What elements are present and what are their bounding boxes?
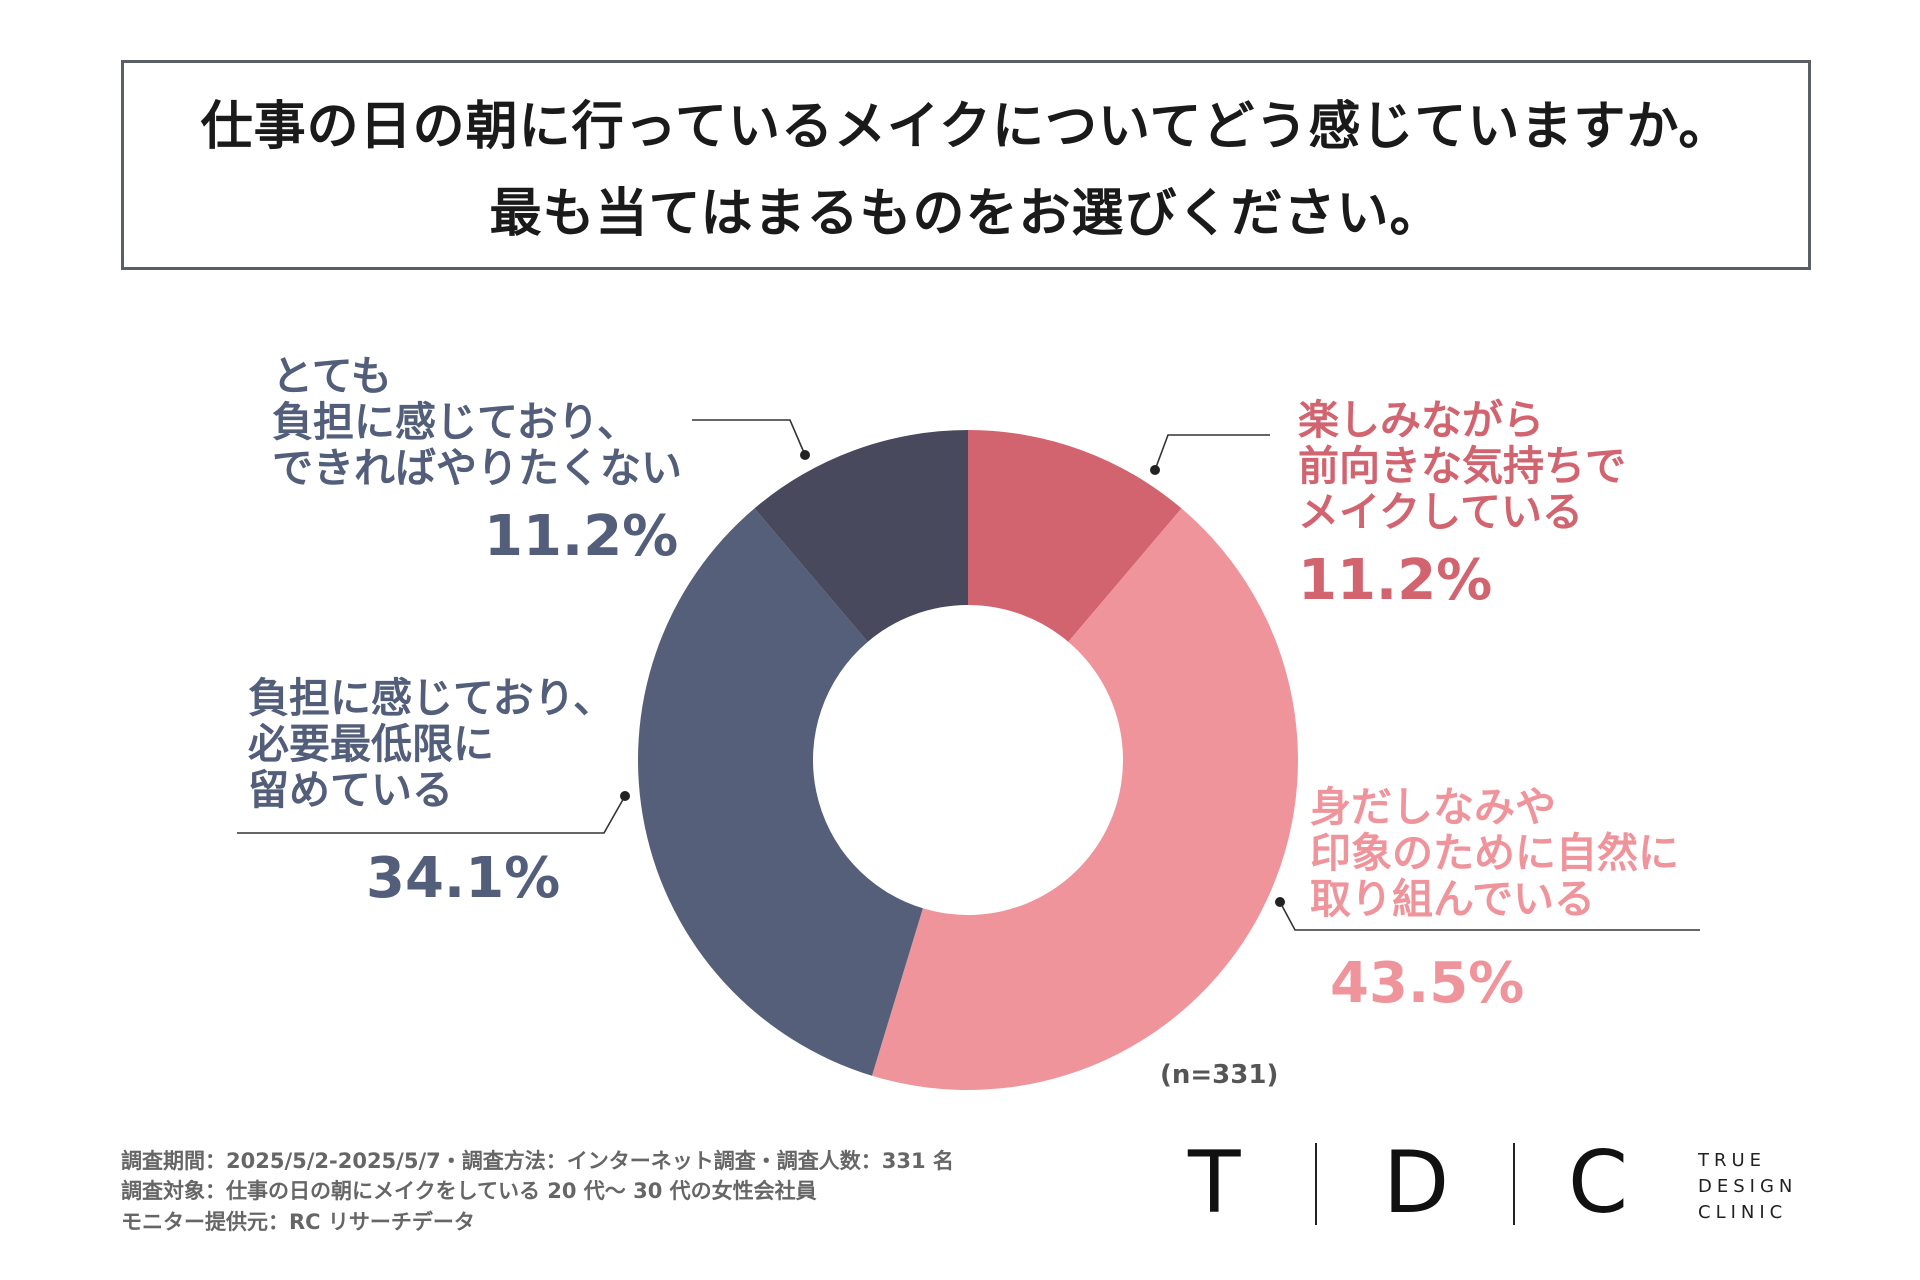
slice-label-line: メイクしている bbox=[1298, 487, 1583, 536]
slice-percent: 11.2% bbox=[1298, 547, 1493, 613]
question-title-box: 仕事の日の朝に行っているメイクについてどう感じていますか。 最も当てはまるものを… bbox=[121, 60, 1811, 270]
footnote-line: 調査対象：仕事の日の朝にメイクをしている 20 代〜 30 代の女性会社員 bbox=[121, 1179, 817, 1204]
slice-label-line: 必要最低限に bbox=[248, 719, 494, 768]
slice-percent: 34.1% bbox=[366, 845, 561, 911]
brand-letter-t: T bbox=[1188, 1133, 1241, 1233]
brand-subtitle-line: DESIGN bbox=[1698, 1176, 1798, 1198]
leader-lines bbox=[237, 419, 1700, 931]
slice-label-line: 負担に感じており、 bbox=[272, 397, 639, 446]
footnote-line: 調査期間：2025/5/2-2025/5/7・調査方法：インターネット調査・調査… bbox=[121, 1149, 954, 1173]
leader-line-tanoshimi bbox=[1154, 434, 1270, 471]
slice-percent: 43.5% bbox=[1330, 950, 1525, 1016]
slice-label-line: 楽しみながら bbox=[1298, 396, 1544, 444]
slice-label-line: 身だしなみや bbox=[1310, 783, 1556, 831]
slice-label-totemo: とても 負担に感じており、 できればやりたくない 11.2% bbox=[272, 352, 682, 569]
slice-label-line: できればやりたくない bbox=[272, 443, 682, 492]
brand-subtitle-line: CLINIC bbox=[1698, 1202, 1788, 1224]
slice-label-hitsuyo: 負担に感じており、 必要最低限に 留めている 34.1% bbox=[248, 674, 615, 911]
slice-label-line: 取り組んでいる bbox=[1310, 874, 1595, 923]
brand-letter-c: C bbox=[1568, 1133, 1629, 1233]
donut-slices bbox=[638, 430, 1298, 1090]
brand-divider bbox=[1513, 1143, 1515, 1225]
brand-subtitle-line: TRUE bbox=[1698, 1150, 1767, 1171]
leader-dot-totemo bbox=[800, 450, 810, 460]
donut-slice-totemo bbox=[754, 430, 968, 642]
brand-subtitle: TRUE DESIGN CLINIC bbox=[1698, 1148, 1797, 1226]
leader-dot-midashinami bbox=[1275, 897, 1285, 907]
leader-line-midashinami bbox=[1279, 901, 1700, 931]
leader-line-totemo bbox=[692, 419, 806, 456]
question-title-line-2: 最も当てはまるものをお選びください。 bbox=[489, 184, 1443, 244]
slice-label-line: とても bbox=[272, 352, 392, 400]
leader-line-hitsuyo bbox=[237, 795, 626, 834]
slice-label-line: 印象のために自然に bbox=[1310, 828, 1679, 877]
sample-size-label: (n=331) bbox=[1160, 1060, 1279, 1090]
slice-label-line: 留めている bbox=[248, 765, 453, 814]
slice-label-tanoshimi: 楽しみながら 前向きな気持ちで メイクしている 11.2% bbox=[1298, 396, 1626, 613]
brand-letter-d: D bbox=[1383, 1133, 1450, 1233]
leader-dot-hitsuyo bbox=[620, 791, 630, 801]
footnote-line: モニター提供元：RC リサーチデータ bbox=[121, 1209, 475, 1234]
slice-percent: 11.2% bbox=[484, 503, 679, 569]
survey-footnote: 調査期間：2025/5/2-2025/5/7・調査方法：インターネット調査・調査… bbox=[121, 1146, 954, 1237]
brand-divider bbox=[1315, 1143, 1317, 1225]
slice-label-midashinami: 身だしなみや 印象のために自然に 取り組んでいる 43.5% bbox=[1310, 783, 1679, 1016]
donut-slice-midashinami bbox=[871, 508, 1298, 1090]
question-title-line-1: 仕事の日の朝に行っているメイクについてどう感じていますか。 bbox=[200, 97, 1732, 157]
slice-label-line: 負担に感じており、 bbox=[248, 674, 615, 722]
slice-label-line: 前向きな気持ちで bbox=[1298, 441, 1626, 490]
donut-slice-hitsuyo bbox=[638, 508, 923, 1076]
leader-dot-tanoshimi bbox=[1150, 465, 1160, 475]
donut-slice-tanoshimi bbox=[968, 430, 1182, 642]
